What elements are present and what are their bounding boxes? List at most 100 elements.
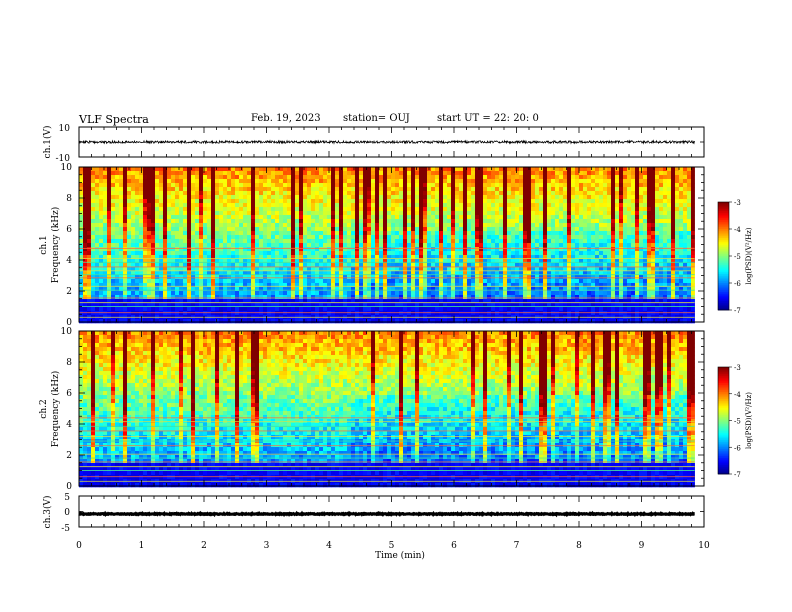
ch1-spectrogram-cell (667, 251, 672, 256)
ch1-spectrogram-cell (111, 255, 116, 260)
ch1-spectrogram-cell (579, 187, 584, 192)
ch1-spectrogram-cell (687, 215, 692, 220)
ch1-spectrogram-cell (191, 243, 196, 248)
ch1-spectrogram-cell (535, 171, 540, 176)
ch1-spectrogram-cell (363, 203, 368, 208)
ch1-spectrogram-cell (527, 255, 532, 260)
ch1-spectrogram-cell (327, 207, 332, 212)
ch1-spectrogram-cell (631, 255, 636, 260)
ch1-spectrogram-cell (655, 171, 660, 176)
ch1-spectrogram-cell (203, 195, 208, 200)
ch1-spectrogram-cell (155, 275, 160, 280)
ch1-spectrogram-cell (175, 279, 180, 284)
ch1-spectrogram-cell (307, 203, 312, 208)
ch1-spectrogram-cell (135, 235, 140, 240)
ch1-spectrogram-cell (239, 239, 244, 244)
ch1-spectrogram-cell (159, 255, 164, 260)
ch1-spectrogram-cell (583, 179, 588, 184)
ch1-spectrogram-cell (635, 231, 640, 236)
ch1-spectrogram-cell (367, 195, 372, 200)
ch1-spectrogram-cell (351, 179, 356, 184)
ch1-spectrogram-cell (159, 179, 164, 184)
ch1-spectrogram-cell (591, 211, 596, 216)
ch1-spectrogram-cell (111, 291, 116, 296)
ch1-spectrogram-cell (263, 191, 268, 196)
ch1-spectrogram-cell (271, 167, 276, 172)
ch1-spectrogram-cell (655, 287, 660, 292)
ch1-spectrogram-cell (523, 219, 528, 224)
ch1-spectrogram-cell (435, 279, 440, 284)
ch1-spectrogram-cell (667, 239, 672, 244)
ch1-spectrogram-cell (79, 251, 84, 256)
ch1-spectrogram-cell (651, 167, 656, 172)
ch1-spectrogram-cell (539, 283, 544, 288)
ch1-spectrogram-cell (535, 167, 540, 172)
ch1-spectrogram-cell (255, 259, 260, 264)
ch1-spectrogram-cell (607, 175, 612, 180)
ch1-spectrogram-cell (235, 239, 240, 244)
ch1-spectrogram-cell (547, 251, 552, 256)
ch1-spectrogram-cell (535, 219, 540, 224)
ch1-spectrogram-cell (407, 167, 412, 172)
ch1-spectrogram-cell (315, 291, 320, 296)
ch1-spectrogram-cell (219, 247, 224, 252)
ch1-spectrogram-cell (439, 207, 444, 212)
ch1-spectrogram-cell (483, 279, 488, 284)
ch1-spectrogram-cell (163, 171, 168, 176)
ch1-spectrogram-cell (195, 275, 200, 280)
ch1-spectrogram-cell (467, 275, 472, 280)
ch1-spectrogram-cell (107, 183, 112, 188)
ch1-spectrogram-cell (415, 219, 420, 224)
ch1-spectrogram-cell (367, 263, 372, 268)
ch1-spectrogram-cell (143, 211, 148, 216)
ch1-spectrogram-cell (167, 219, 172, 224)
ch1-spectrogram-cell (399, 203, 404, 208)
ch1-spectrogram-cell (291, 183, 296, 188)
ch1-spectrogram-cell (139, 291, 144, 296)
ch1-spectrogram-cell (159, 191, 164, 196)
ch1-spectrogram-cell (207, 215, 212, 220)
ch1-spectrogram-cell (263, 231, 268, 236)
ch1-spectrogram-cell (691, 287, 695, 292)
ch1-spectrogram-cell (263, 235, 268, 240)
ch1-spectrogram-cell (243, 279, 248, 284)
ch1-spectrogram-cell (547, 187, 552, 192)
ch1-spectrogram-cell (675, 239, 680, 244)
ch1-spectrogram-cell (443, 263, 448, 268)
ch1-spectrogram-cell (547, 271, 552, 276)
ch1-spectrogram-cell (291, 187, 296, 192)
ch1-spectrogram-cell (531, 279, 536, 284)
ch1-spectrogram-cell (411, 239, 416, 244)
ch1-spectrogram-cell (247, 279, 252, 284)
ch1-spectrogram-cell (663, 219, 668, 224)
ch1-spectrogram-cell (555, 199, 560, 204)
ch1-spectrogram-cell (255, 171, 260, 176)
ch1-spectrogram-cell (231, 287, 236, 292)
ch1-spectrogram-cell (211, 183, 216, 188)
ch1-spectrogram-cell (299, 199, 304, 204)
ch1-spectrogram-cell (379, 199, 384, 204)
ch1-spectrogram-cell (455, 199, 460, 204)
ch1-spectrogram-cell (295, 283, 300, 288)
ch1-spectrogram-cell (147, 231, 152, 236)
ch1-spectrogram-cell (451, 263, 456, 268)
ch1-spectrogram-cell (115, 199, 120, 204)
ch1-spectrogram-cell (183, 243, 188, 248)
ch1-spectrogram-cell (175, 207, 180, 212)
ch1-spectrogram-cell (139, 223, 144, 228)
ch1-spectrogram-cell (419, 235, 424, 240)
ch1-spectrogram-cell (331, 291, 336, 296)
ch1-spectrogram-cell (455, 183, 460, 188)
ch1-spectrogram-cell (283, 219, 288, 224)
ch1-spectrogram-cell (515, 215, 520, 220)
ch1-spectrogram-cell (427, 183, 432, 188)
ch1-spectrogram-cell (363, 227, 368, 232)
ch1-spectrogram-cell (119, 215, 124, 220)
ch1-spectrogram-cell (683, 207, 688, 212)
ch1-spectrogram-cell (555, 167, 560, 172)
ch1-spectrogram-cell (599, 219, 604, 224)
ch1-spectrogram-cell (151, 243, 156, 248)
ch1-spectrogram-cell (335, 219, 340, 224)
ch1-spectrogram-cell (619, 171, 624, 176)
ch1-spectrogram-cell (195, 231, 200, 236)
